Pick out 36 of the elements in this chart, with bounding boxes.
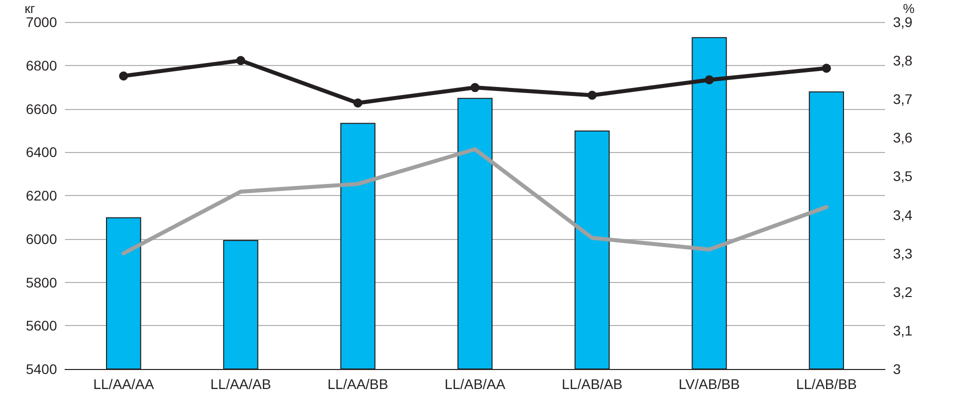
y-tick-label: 6800 <box>26 57 58 74</box>
x-tick-label: LL/AB/BB <box>796 376 857 392</box>
point <box>236 56 246 66</box>
x-tick-label: LL/AA/AB <box>210 376 272 392</box>
y2-tick-label: 3,9 <box>893 14 913 30</box>
y2-tick-label: 3,8 <box>893 52 913 69</box>
x-tick-label: LV/AB/BB <box>678 376 740 392</box>
point <box>822 64 831 73</box>
y-tick-label: 5800 <box>26 274 58 290</box>
y-tick-label: 5400 <box>26 361 58 377</box>
point <box>704 75 714 84</box>
y2-tick-label: 3,1 <box>893 322 913 338</box>
y-tick-label: 7000 <box>26 14 58 30</box>
y-tick-label: 6400 <box>26 144 58 160</box>
y-tick-label: 6600 <box>26 100 58 117</box>
y2-axis-title: % <box>903 1 915 16</box>
x-tick-label: LL/AA/BB <box>328 376 388 392</box>
y2-tick-label: 3,6 <box>893 130 913 146</box>
point <box>353 98 362 108</box>
point <box>119 71 128 80</box>
y-tick-label: 6000 <box>26 230 58 247</box>
y2-tick-label: 3,5 <box>893 168 913 184</box>
y-axis-title: кг <box>24 1 36 16</box>
y2-tick-label: 3,3 <box>893 245 913 262</box>
y2-tick-label: 3,7 <box>893 91 913 108</box>
x-tick-label: LL/AB/AB <box>562 376 622 392</box>
point <box>588 90 597 100</box>
x-tick-label: LL/AA/AA <box>93 376 155 392</box>
x-tick-label: LL/AB/AA <box>444 376 506 392</box>
y2-tick-label: 3,2 <box>893 284 913 300</box>
y-tick-label: 5600 <box>26 318 58 334</box>
point <box>470 83 480 92</box>
line-series <box>122 147 828 256</box>
y-tick-label: 6200 <box>26 188 58 204</box>
y2-tick-label: 3 <box>893 361 901 377</box>
y2-tick-label: 3,4 <box>893 206 913 223</box>
